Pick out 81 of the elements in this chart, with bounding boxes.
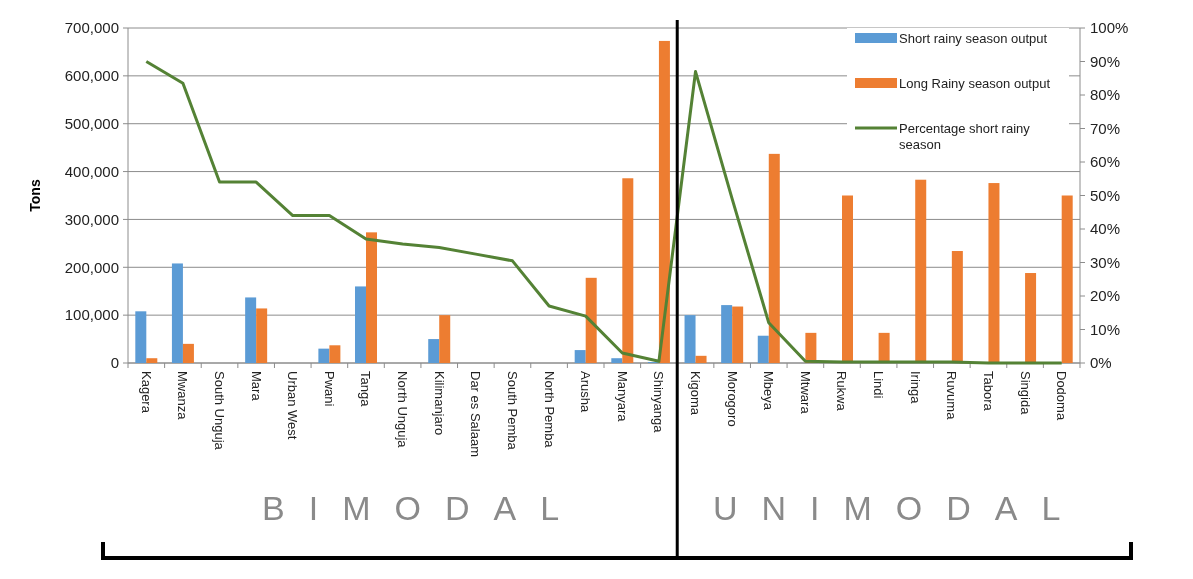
bar: [951, 251, 963, 363]
bar: [732, 306, 744, 363]
y2-tick-label: 80%: [1090, 86, 1121, 104]
bar: [658, 40, 670, 363]
x-tick-label: South Unguja: [211, 371, 227, 451]
x-tick-label: Kagera: [138, 371, 154, 414]
x-tick-label: Manyara: [614, 371, 630, 423]
bar: [355, 286, 366, 363]
x-tick-label: Iringa: [907, 371, 923, 405]
bar: [182, 343, 194, 363]
x-tick-label: Shinyanga: [651, 371, 667, 434]
x-tick-label: Dar es Salaam: [468, 371, 484, 457]
bar: [611, 358, 623, 363]
y2-tick-label: 50%: [1090, 186, 1121, 204]
bar: [171, 263, 183, 363]
x-tick-label: South Pemba: [504, 371, 520, 451]
y2-tick-label: 100%: [1090, 19, 1129, 37]
x-tick-label: Rukwa: [834, 371, 850, 412]
bar: [1061, 195, 1073, 363]
x-tick-label: Mwanza: [175, 371, 191, 421]
y-axis-title: Tons: [27, 179, 43, 212]
y-tick-label: 100,000: [64, 306, 119, 324]
y2-tick-label: 60%: [1090, 153, 1121, 171]
x-tick-label: Dodoma: [1054, 371, 1070, 421]
y2-tick-label: 20%: [1090, 287, 1121, 305]
bar: [366, 232, 377, 363]
bar: [768, 153, 780, 363]
x-tick-label: Mbeya: [761, 371, 777, 411]
x-tick-label: Tabora: [980, 371, 996, 412]
bar: [721, 305, 733, 363]
x-tick-label: Lindi: [871, 371, 887, 399]
y-tick-label: 600,000: [64, 67, 119, 85]
y2-tick-label: 10%: [1090, 320, 1121, 338]
x-tick-label: Ruvuma: [944, 371, 960, 421]
x-tick-label: Tanga: [358, 371, 374, 408]
bar: [842, 195, 853, 363]
bar: [439, 315, 451, 363]
bar: [757, 335, 769, 363]
bar: [585, 277, 597, 363]
bar: [428, 339, 440, 363]
y-tick-label: 500,000: [64, 114, 119, 132]
y2-tick-label: 0%: [1090, 354, 1112, 372]
bar: [256, 308, 268, 363]
y-tick-label: 700,000: [64, 19, 119, 37]
text: BIMODAL: [262, 489, 584, 527]
legend-label: Long Rainy season output: [899, 75, 1051, 91]
bar: [574, 350, 586, 363]
legend-label: Short rainy season output: [899, 30, 1048, 46]
x-tick-label: Singida: [1017, 371, 1033, 416]
x-tick-label: Pwani: [321, 371, 337, 407]
bar: [695, 355, 707, 363]
y2-tick-label: 70%: [1090, 119, 1121, 137]
x-tick-label: Urban West: [285, 371, 301, 440]
text: UNIMODAL: [712, 489, 1085, 527]
x-tick-label: Morogoro: [724, 371, 740, 427]
bar: [622, 178, 634, 363]
bar: [318, 348, 330, 363]
y2-tick-label: 90%: [1090, 52, 1121, 70]
x-tick-label: North Unguja: [395, 371, 411, 449]
x-tick-label: Mara: [248, 371, 264, 402]
y2-tick-label: 30%: [1090, 253, 1121, 271]
y-tick-label: 0: [110, 354, 119, 372]
bar: [988, 183, 1000, 363]
bar: [146, 358, 158, 363]
bar: [1025, 273, 1037, 363]
y-tick-label: 400,000: [64, 162, 119, 180]
y2-tick-label: 40%: [1090, 220, 1121, 238]
y-tick-label: 300,000: [64, 210, 119, 228]
x-tick-label: Mtwara: [797, 371, 813, 415]
y-tick-label: 200,000: [64, 258, 119, 276]
bar: [135, 311, 147, 363]
bar: [915, 179, 927, 363]
x-tick-label: Kigoma: [687, 371, 703, 416]
legend-label: Percentage short rainy season: [899, 120, 1031, 153]
x-tick-label: Arusha: [578, 371, 594, 413]
x-tick-label: Kilimanjaro: [431, 371, 447, 436]
bar: [245, 297, 257, 363]
bar: [684, 315, 696, 363]
line-series: [144, 60, 1064, 365]
bar: [329, 345, 341, 363]
x-tick-label: North Pemba: [541, 371, 557, 449]
